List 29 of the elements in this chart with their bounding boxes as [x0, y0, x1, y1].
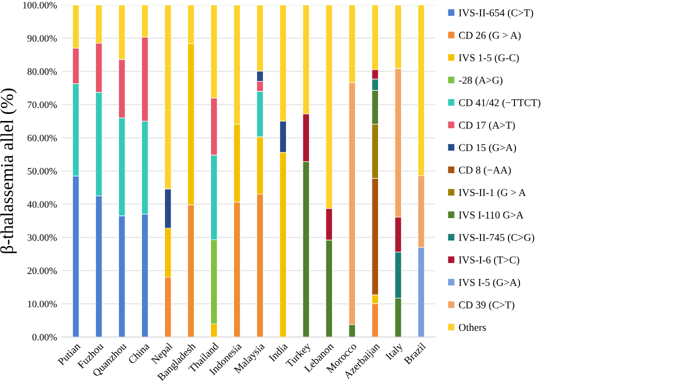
legend-label: -28 (A>G): [458, 76, 502, 86]
y-tick-label: 30.00%: [28, 234, 57, 241]
legend-label: CD 39 (C>T): [458, 301, 514, 311]
legend-label: CD 15 (G>A): [458, 144, 516, 154]
x-tick-label: Italy: [384, 342, 405, 362]
legend-label: IVS-II-1 (G > A: [458, 188, 526, 198]
legend-label: IVS-II-745 (C>G): [458, 234, 534, 244]
y-tick-label: 20.00%: [28, 268, 57, 274]
legend-label: IVS 1-5 (G-C): [458, 54, 519, 64]
legend-label: CD 17 (A>T): [458, 121, 515, 131]
y-tick-label: 10.00%: [28, 300, 57, 308]
y-tick-label: 50.00%: [28, 168, 57, 175]
y-tick-label: 60.00%: [28, 134, 57, 142]
legend-label: IVS-I-6 (T>C): [458, 256, 520, 266]
y-tick-label: 80.00%: [28, 68, 57, 75]
y-tick-label: 90.00%: [27, 35, 57, 42]
legend-label: IVS I-5 (G>A): [458, 278, 520, 288]
legend-label: IVS I-110 G>A: [458, 212, 524, 219]
x-tick-label: India: [268, 342, 288, 362]
y-tick-label: 100.00%: [23, 2, 57, 9]
legend-label: CD 8 (−AA): [458, 166, 511, 176]
legend-label: CD 26 (G > A): [458, 31, 521, 41]
y-tick-label: 0.00%: [32, 334, 57, 341]
y-tick-label: 70.00%: [28, 102, 57, 108]
legend-label: CD 41/42 (−TTCT): [458, 98, 540, 108]
legend-label: IVS-II-654 (C>T): [458, 9, 534, 18]
y-tick-label: 40.00%: [27, 201, 57, 208]
y-axis-title: β-thalassemia allel (%): [0, 88, 17, 254]
legend-label: Others: [458, 324, 486, 331]
